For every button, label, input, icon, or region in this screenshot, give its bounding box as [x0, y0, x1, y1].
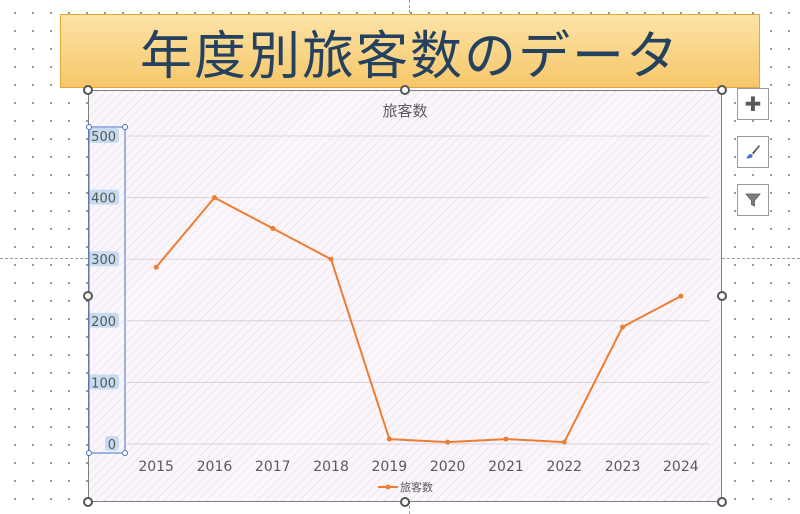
- data-point[interactable]: [503, 436, 509, 442]
- x-tick-label: 2016: [197, 459, 233, 475]
- data-point[interactable]: [620, 324, 626, 330]
- y-axis-handle: [122, 124, 128, 130]
- y-tick-label: 0: [108, 438, 116, 453]
- data-point[interactable]: [386, 436, 392, 442]
- x-tick-label: 2019: [372, 459, 408, 475]
- resize-handle-top-right[interactable]: [717, 85, 727, 95]
- x-tick-label: 2023: [605, 459, 641, 475]
- y-tick-highlight: [89, 128, 119, 143]
- data-point[interactable]: [328, 256, 334, 262]
- filter-icon: [745, 193, 761, 207]
- legend[interactable]: 旅客数: [378, 480, 433, 494]
- data-point[interactable]: [445, 439, 451, 445]
- y-axis-labels[interactable]: 0 100 200 300 400 500: [89, 128, 119, 453]
- brush-icon: [746, 145, 760, 159]
- data-point[interactable]: [270, 225, 276, 231]
- slide-title[interactable]: 年度別旅客数のデータ: [60, 14, 760, 88]
- y-axis-selection-box: [88, 126, 126, 454]
- x-tick-label: 2020: [430, 459, 466, 475]
- chart-filters-button[interactable]: [737, 184, 769, 216]
- resize-handle-top-center[interactable]: [400, 85, 410, 95]
- x-tick-label: 2021: [488, 459, 524, 475]
- resize-handle-bottom-left[interactable]: [83, 497, 93, 507]
- x-tick-label: 2024: [663, 459, 699, 475]
- y-tick-label: 500: [91, 130, 116, 145]
- gridlines: [127, 135, 710, 445]
- y-tick-highlight: [89, 189, 119, 205]
- series-polyline[interactable]: [155, 196, 682, 444]
- y-tick-highlight: [89, 374, 119, 390]
- resize-handle-top-left[interactable]: [83, 85, 93, 95]
- data-point[interactable]: [561, 439, 567, 445]
- resize-handle-middle-left[interactable]: [83, 291, 93, 301]
- x-tick-label: 2017: [255, 459, 291, 475]
- legend-marker: [385, 484, 391, 490]
- chart-area[interactable]: [88, 90, 722, 502]
- y-axis-handle: [86, 124, 92, 130]
- y-axis-handle: [122, 450, 128, 456]
- x-tick-label: 2018: [313, 459, 349, 475]
- y-tick-label: 400: [91, 192, 116, 207]
- x-tick-label: 2022: [546, 459, 582, 475]
- resize-handle-middle-right[interactable]: [717, 291, 727, 301]
- data-point[interactable]: [211, 195, 217, 201]
- add-icon: ✚: [744, 92, 762, 116]
- y-axis-handle: [86, 450, 92, 456]
- y-axis-selection-handles: [86, 124, 128, 456]
- series-line[interactable]: [153, 195, 684, 445]
- legend-label: 旅客数: [400, 480, 433, 494]
- y-tick-highlight: [89, 251, 119, 267]
- data-point[interactable]: [678, 293, 684, 299]
- chart-elements-button[interactable]: ✚: [737, 88, 769, 120]
- y-tick-highlight: [89, 312, 119, 328]
- x-axis-labels[interactable]: 2015 2016 2017 2018 2019 2020 2021 2022 2023 2024: [138, 459, 698, 475]
- chart-styles-button[interactable]: [737, 136, 769, 168]
- data-point[interactable]: [153, 264, 159, 270]
- y-tick-label: 200: [91, 315, 116, 330]
- x-tick-label: 2015: [138, 459, 174, 475]
- y-tick-label: 100: [91, 376, 116, 391]
- y-tick-label: 300: [91, 253, 116, 268]
- resize-handle-bottom-center[interactable]: [400, 497, 410, 507]
- y-tick-highlight: [105, 436, 119, 451]
- resize-handle-bottom-right[interactable]: [717, 497, 727, 507]
- chart-title[interactable]: 旅客数: [382, 102, 427, 120]
